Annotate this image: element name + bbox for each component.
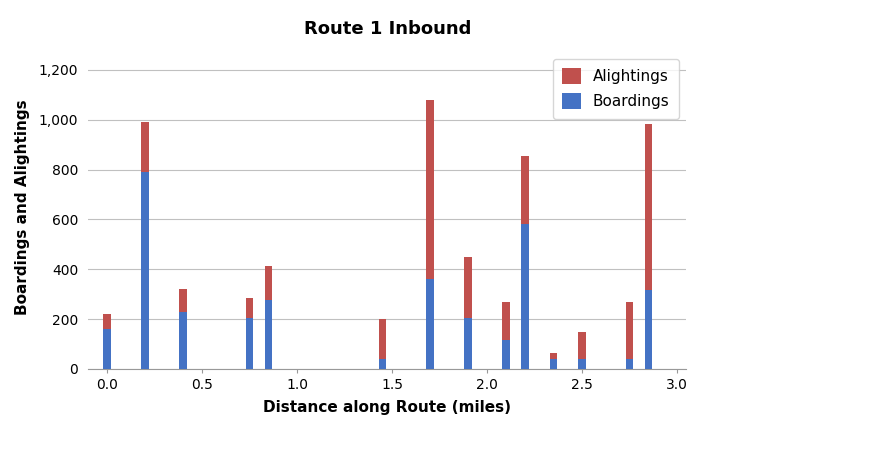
Bar — [550, 353, 557, 359]
Bar — [426, 279, 434, 369]
Bar — [426, 100, 434, 279]
Bar — [180, 289, 187, 312]
Bar — [502, 302, 510, 340]
Bar — [465, 318, 472, 369]
Bar — [246, 318, 253, 369]
Bar — [521, 156, 529, 225]
Bar — [379, 359, 386, 369]
Bar — [246, 298, 253, 318]
Bar — [578, 332, 585, 359]
Y-axis label: Boardings and Alightings: Boardings and Alightings — [16, 99, 31, 315]
Bar — [550, 359, 557, 369]
Bar — [645, 123, 652, 291]
Legend: Alightings, Boardings: Alightings, Boardings — [554, 59, 678, 119]
Bar — [265, 301, 272, 369]
Bar — [379, 319, 386, 359]
Bar — [645, 291, 652, 369]
Bar — [180, 312, 187, 369]
Bar — [265, 266, 272, 301]
Bar — [578, 359, 585, 369]
Bar — [142, 122, 149, 172]
X-axis label: Distance along Route (miles): Distance along Route (miles) — [263, 400, 511, 415]
Bar — [142, 172, 149, 369]
Bar — [502, 340, 510, 369]
Bar — [103, 314, 111, 329]
Bar — [626, 302, 633, 359]
Title: Route 1 Inbound: Route 1 Inbound — [304, 20, 471, 38]
Bar — [465, 257, 472, 318]
Bar — [103, 329, 111, 369]
Bar — [521, 225, 529, 369]
Bar — [626, 359, 633, 369]
